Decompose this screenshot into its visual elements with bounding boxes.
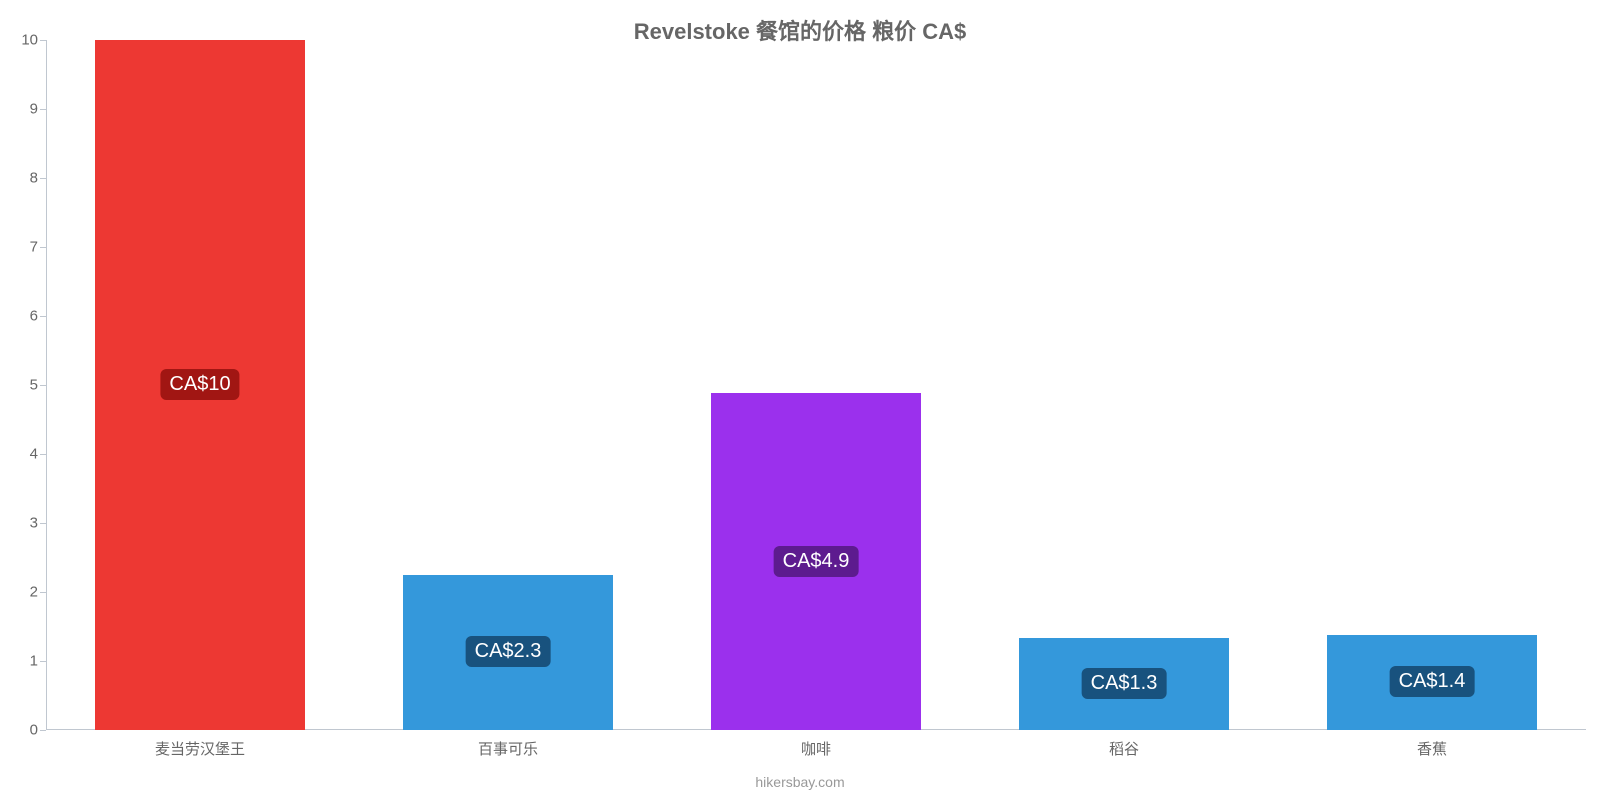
y-tick-label: 4 bbox=[30, 446, 38, 463]
y-tick-label: 0 bbox=[30, 722, 38, 739]
price-bar-chart: Revelstoke 餐馆的价格 粮价 CA$ 012345678910CA$1… bbox=[0, 0, 1600, 800]
x-tick-label: 香蕉 bbox=[1417, 738, 1447, 759]
y-tick-mark bbox=[40, 385, 46, 386]
y-tick-mark bbox=[40, 316, 46, 317]
bar-value-label: CA$1.4 bbox=[1390, 666, 1475, 697]
x-tick-label: 咖啡 bbox=[801, 738, 831, 759]
bar-value-label: CA$4.9 bbox=[774, 546, 859, 577]
y-tick-label: 5 bbox=[30, 377, 38, 394]
y-tick-label: 6 bbox=[30, 308, 38, 325]
y-tick-label: 2 bbox=[30, 584, 38, 601]
y-tick-mark bbox=[40, 109, 46, 110]
bar-value-label: CA$1.3 bbox=[1082, 668, 1167, 699]
chart-attribution: hikersbay.com bbox=[0, 774, 1600, 790]
bar-value-label: CA$2.3 bbox=[466, 636, 551, 667]
x-tick-label: 麦当劳汉堡王 bbox=[155, 738, 245, 759]
y-tick-mark bbox=[40, 454, 46, 455]
y-tick-label: 1 bbox=[30, 653, 38, 670]
y-tick-mark bbox=[40, 730, 46, 731]
y-tick-label: 3 bbox=[30, 515, 38, 532]
y-tick-label: 9 bbox=[30, 101, 38, 118]
y-tick-label: 7 bbox=[30, 239, 38, 256]
y-tick-mark bbox=[40, 40, 46, 41]
y-tick-mark bbox=[40, 661, 46, 662]
y-tick-mark bbox=[40, 178, 46, 179]
y-tick-label: 10 bbox=[21, 32, 38, 49]
y-axis bbox=[46, 40, 47, 730]
y-tick-mark bbox=[40, 523, 46, 524]
x-tick-label: 稻谷 bbox=[1109, 738, 1139, 759]
plot-area: 012345678910CA$10麦当劳汉堡王CA$2.3百事可乐CA$4.9咖… bbox=[46, 40, 1586, 730]
bar-value-label: CA$10 bbox=[160, 369, 239, 400]
y-tick-mark bbox=[40, 592, 46, 593]
x-tick-label: 百事可乐 bbox=[478, 738, 538, 759]
y-tick-label: 8 bbox=[30, 170, 38, 187]
y-tick-mark bbox=[40, 247, 46, 248]
